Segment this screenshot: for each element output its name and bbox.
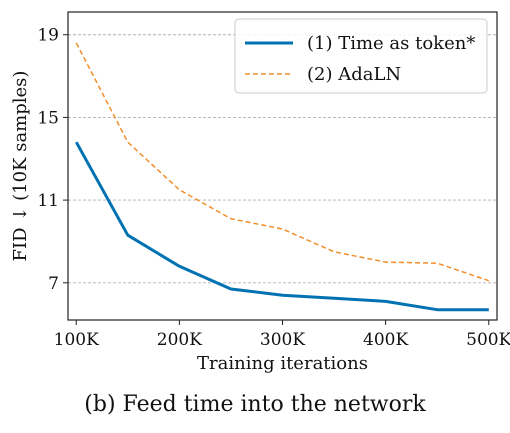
x-tick-label: 300K <box>260 330 305 350</box>
x-tick-label: 100K <box>54 330 99 350</box>
axis-ticks: 7 11 15 19 100K 200K 300K 400K 500K <box>37 26 510 350</box>
y-tick-label: 7 <box>48 274 59 294</box>
x-tick-label: 400K <box>363 330 408 350</box>
y-axis-label: FID ↓ (10K samples) <box>10 71 31 262</box>
series-line-1 <box>74 141 489 312</box>
y-tick-label: 15 <box>37 108 59 128</box>
x-tick-label: 200K <box>157 330 202 350</box>
legend: (1) Time as token* (2) AdaLN <box>234 18 488 94</box>
legend-box <box>234 18 488 94</box>
line-chart: 7 11 15 19 100K 200K 300K 400K 500K Training ite… <box>10 11 510 374</box>
legend-label-2: (2) AdaLN <box>307 64 401 85</box>
series-lines <box>74 42 490 312</box>
y-tick-label: 19 <box>37 26 59 46</box>
series-line-2 <box>75 42 490 282</box>
legend-label-1: (1) Time as token* <box>307 33 475 54</box>
y-tick-label: 11 <box>37 191 59 211</box>
x-axis-label: Training iterations <box>197 353 368 374</box>
figure-caption: (b) Feed time into the network <box>84 392 426 417</box>
x-tick-label: 500K <box>466 330 510 350</box>
